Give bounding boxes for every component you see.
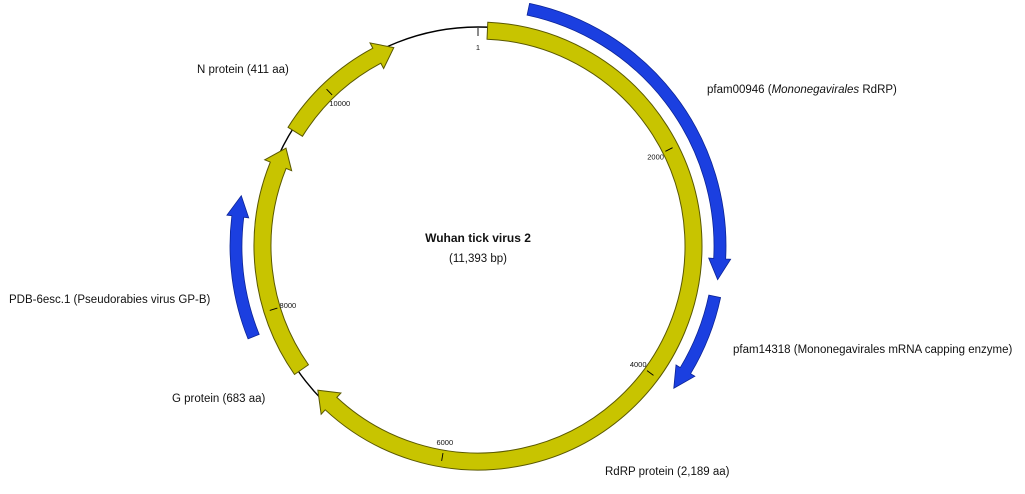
tick-label-5: 10000: [329, 99, 350, 108]
ticks-layer: 1 2000 4000 6000 8000 10000: [269, 28, 673, 462]
genome-length: (11,393 bp): [449, 253, 507, 265]
domain-arrow-2: [226, 194, 260, 340]
tick-label-0: 1: [476, 43, 480, 52]
label-pfam00946-italic: Mononegavirales: [772, 84, 860, 96]
domain-arrow-1: [673, 294, 722, 389]
tick-label-3: 6000: [436, 438, 453, 447]
label-g-protein: G protein (683 aa): [172, 393, 266, 405]
label-pfam14318: pfam14318 (Mononegavirales mRNA capping …: [733, 344, 1013, 356]
gene-arrow-1: [253, 147, 310, 376]
tick-mark-1: [665, 147, 673, 152]
tick-label-1: 2000: [647, 152, 664, 161]
tick-label-4: 8000: [280, 301, 297, 310]
label-pfam00946-part1: pfam00946 (: [707, 84, 772, 96]
gene-arrow-0: [317, 21, 703, 471]
label-pfam00946: pfam00946 (Mononegavirales RdRP): [707, 84, 897, 96]
gene-arrow-2: [287, 42, 395, 137]
domain-arrow-0: [526, 2, 732, 281]
tick-label-2: 4000: [630, 360, 647, 369]
genome-title: Wuhan tick virus 2: [425, 231, 531, 245]
label-pfam00946-part2: RdRP): [859, 84, 897, 96]
label-n-protein: N protein (411 aa): [197, 64, 289, 76]
tick-mark-4: [269, 307, 278, 311]
tick-mark-3: [441, 452, 444, 462]
label-pdb-6esc: PDB-6esc.1 (Pseudorabies virus GP-B): [9, 294, 210, 306]
tick-mark-5: [326, 88, 333, 96]
label-rdrp-protein: RdRP protein (2,189 aa): [605, 466, 730, 478]
features-layer: [226, 2, 732, 471]
tick-mark-2: [646, 370, 654, 376]
